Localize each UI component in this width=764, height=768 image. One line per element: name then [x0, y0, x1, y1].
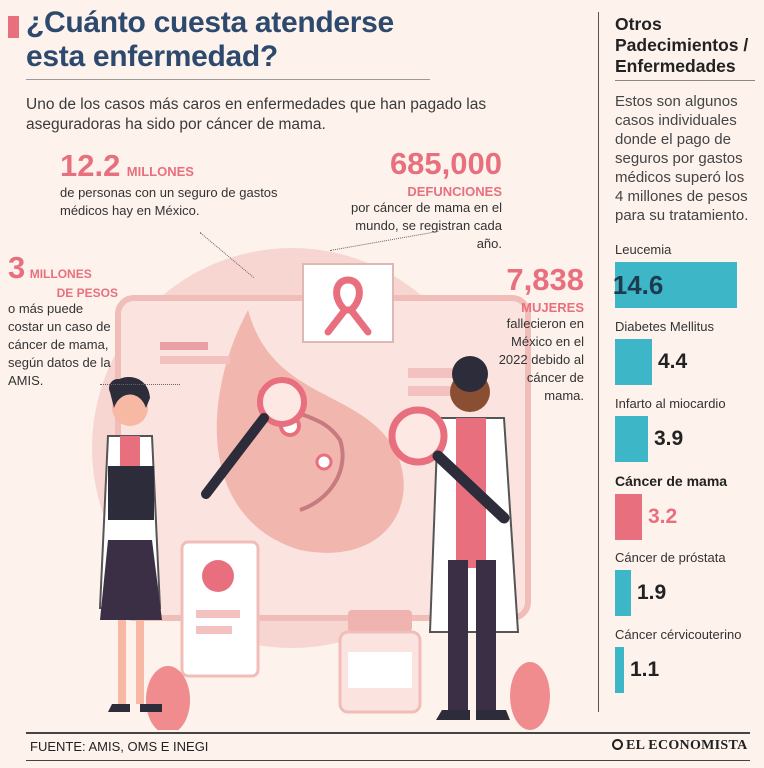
bar-value-label: 3.9 — [654, 427, 684, 450]
brand-logo: EL ECONOMISTA — [612, 738, 748, 754]
stat-value: 12.2 — [60, 148, 121, 183]
report-line — [408, 386, 454, 396]
stat-unit-2: DE PESOS — [56, 286, 118, 300]
bar-row: 1.9 — [615, 570, 726, 616]
stat-deaths-mexico: 7,838 MUJERES fallecieron en México en e… — [494, 262, 584, 405]
bar-item: Cáncer de mama 3.2 — [615, 473, 727, 540]
document-line — [196, 626, 232, 634]
bar-value-label: 1.9 — [637, 581, 667, 604]
bar-item: Diabetes Mellitus 4.4 — [615, 319, 714, 385]
document-panel — [180, 540, 260, 678]
pill-bottle-label — [348, 652, 412, 688]
stat-value: 685,000 — [389, 146, 502, 181]
report-line — [408, 368, 470, 378]
stat-insured-people: 12.2 MILLONES de personas con un seguro … — [60, 148, 300, 220]
bar-value-label: 4.4 — [658, 350, 688, 373]
title-accent-bar — [8, 16, 19, 38]
intro-text: Uno de los casos más caros en enfermedad… — [26, 96, 487, 133]
stat-unit: MILLONES — [29, 267, 92, 281]
brand-icon — [612, 739, 623, 750]
leaf — [146, 666, 190, 730]
sidebar-divider — [598, 12, 599, 712]
bar — [615, 339, 652, 385]
connector-line — [100, 384, 180, 385]
bar-row: 3.2 — [615, 494, 727, 540]
bar-label: Cáncer de mama — [615, 473, 728, 489]
report-line — [160, 356, 230, 364]
bar-value-label: 3.2 — [648, 505, 678, 528]
bar — [615, 262, 737, 308]
bar-row: 1.1 — [615, 647, 741, 693]
bar-value-label: 1.1 — [630, 658, 660, 681]
brand-name: EL ECONOMISTA — [626, 738, 748, 753]
bar-row: 4.4 — [615, 339, 714, 385]
stat-case-cost: 3 MILLONES DE PESOS o más puede costar u… — [8, 250, 118, 390]
doctor-right — [388, 356, 520, 720]
ribbon-card — [302, 263, 394, 343]
sidebar-title: Otros Padecimientos / Enfermedades — [615, 14, 749, 76]
stat-unit: MILLONES — [126, 164, 194, 179]
sidebar-intro: Estos son algunos casos individuales don… — [615, 93, 749, 224]
bar — [615, 494, 642, 540]
bar-item: Infarto al miocardio 3.9 — [615, 396, 726, 462]
bar-label: Cáncer de próstata — [615, 550, 726, 565]
illustration — [92, 248, 550, 730]
title-divider — [26, 79, 430, 80]
stat-unit: DEFUNCIONES — [407, 184, 502, 199]
bar-item: Cáncer cérvicouterino 1.1 — [615, 627, 741, 693]
bar-label: Leucemia — [615, 242, 672, 257]
bar-row: 3.9 — [615, 416, 726, 462]
source-text: FUENTE: AMIS, OMS E INEGI — [30, 739, 209, 754]
bar-label: Cáncer cérvicouterino — [615, 627, 742, 642]
pill-bottle-cap — [348, 610, 412, 632]
footer-divider — [26, 732, 750, 734]
bar — [615, 647, 624, 693]
bar-label: Diabetes Mellitus — [615, 319, 714, 334]
bar-item: Leucemia 14.6 — [612, 242, 737, 308]
bar-row: 14.6 — [612, 262, 737, 308]
stat-description: fallecieron en México en el 2022 debido … — [498, 316, 584, 403]
stat-unit: MUJERES — [521, 300, 584, 315]
bar-item: Cáncer de próstata 1.9 — [615, 550, 726, 616]
bar — [615, 570, 631, 616]
stat-value: 7,838 — [506, 262, 584, 297]
leaf — [510, 662, 550, 730]
marker-2 — [315, 453, 333, 471]
document-image — [202, 560, 234, 592]
breast-shape — [216, 310, 404, 553]
report-line — [160, 342, 208, 350]
stat-value: 3 — [8, 250, 26, 285]
bar-label: Infarto al miocardio — [615, 396, 726, 411]
sidebar-title-rule — [615, 80, 755, 81]
bar — [615, 416, 648, 462]
ribbon-icon — [324, 276, 372, 336]
document-line — [196, 610, 240, 618]
stat-deaths-world: 685,000 DEFUNCIONES por cáncer de mama e… — [340, 146, 502, 253]
doctor-left — [98, 376, 307, 712]
stat-description: por cáncer de mama en el mundo, se regis… — [350, 200, 502, 251]
stat-description: o más puede costar un caso de cáncer de … — [8, 301, 111, 388]
stat-description: de personas con un seguro de gastos médi… — [60, 185, 278, 218]
bar-value-label: 14.6 — [612, 270, 664, 300]
page-title: ¿Cuánto cuesta atenderse esta enfermedad… — [26, 6, 394, 73]
footer-bottom-rule — [26, 760, 750, 761]
